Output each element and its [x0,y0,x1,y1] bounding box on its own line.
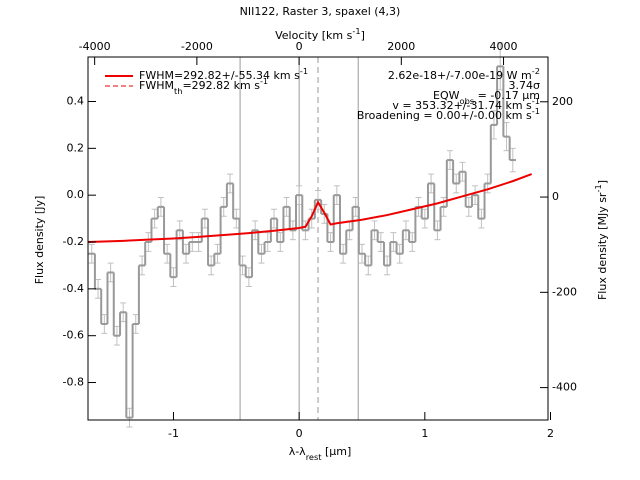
legend-entry-sup: -1 [260,76,268,86]
y-tick-label: -0.8 [63,376,84,389]
x2-tick-label: -2000 [181,40,213,53]
x-tick-label: -1 [168,427,179,440]
y-axis-label: Flux density [Jy] [33,196,46,285]
y-tick-label: 0.2 [67,141,85,154]
x2-tick-label: 0 [296,40,303,53]
y-tick-label: -0.4 [63,282,84,295]
annotation-part: = -0.17 μm [474,89,540,102]
y-tick-label: 0.4 [67,94,85,107]
chart-title: NII122, Raster 3, spaxel (4,3) [240,5,401,18]
legend-entry: FWHMth=292.82 km s-1 [139,76,268,96]
y2-tick-label: 200 [552,95,573,108]
x-axis-label: λ-λrest [μm] [289,445,352,462]
x2-tick-label: 2000 [387,40,415,53]
x2-tick-label: 4000 [490,40,518,53]
plot-frame [87,56,549,421]
x2-axis-label-part: Velocity [km s [275,29,353,42]
x2-tick-label: -4000 [79,40,111,53]
y2-tick-label: -200 [552,285,577,298]
x-tick-label: 0 [296,427,303,440]
legend-entry-sup: -1 [300,66,308,76]
legend-entry-part: FWHM [139,79,174,92]
annotation-sub: obs [460,96,475,106]
annotation: 2.62e-18+/-7.00e-19 W m-2 [388,66,540,83]
y2-tick-label: 0 [552,190,559,203]
x-tick-label: 2 [547,427,554,440]
legend-entry-part: =292.82 km s [182,79,260,92]
annotation-sup: -2 [532,66,540,76]
annotation-sup: -1 [532,96,540,106]
y2-axis-label: Flux density [MJy sr-1] [593,180,610,300]
y2-axis-label-sup: -1 [593,184,603,192]
x2-axis-label: Velocity [km s-1] [275,26,365,43]
y-tick-label: -0.2 [63,235,84,248]
x-axis-label-part: [μm] [322,445,352,458]
y2-tick-label: -400 [552,381,577,394]
annotation: v = 353.32+/-31.74 km s-1 [392,96,540,113]
y2-axis-label-part: ] [596,180,609,184]
annotation: 3.74σ [509,79,540,92]
annotation: Broadening = 0.00+/-0.00 km s-1 [357,106,540,123]
x2-axis-label-sup: -1 [352,26,360,36]
annotation-part: v = 353.32+/-31.74 km s [392,99,532,112]
fit-line [87,173,533,244]
x-axis-label-sub: rest [306,452,323,462]
annotation-part: Broadening = 0.00+/-0.00 km s [357,109,532,122]
x-axis-label-part: λ-λ [289,445,306,458]
legend-entry-part: FWHM=292.82+/-55.34 km s [139,69,300,82]
legend-entry-sub: th [174,86,182,96]
y-tick-label: 0.0 [67,188,85,201]
annotation-part: EQW [433,89,460,102]
x2-axis-label-part: ] [361,29,365,42]
annotation: EQWobs = -0.17 μm [433,89,540,106]
annotation-part: 3.74σ [509,79,540,92]
legend-entry: FWHM=292.82+/-55.34 km s-1 [139,66,308,83]
y-axis-label-part: Flux density [Jy] [33,196,46,285]
y-tick-label: -0.6 [63,329,84,342]
annotation-part: 2.62e-18+/-7.00e-19 W m [388,69,532,82]
annotation-sup: -1 [532,106,540,116]
y2-axis-label-part: Flux density [MJy sr [596,192,609,300]
x-tick-label: 1 [421,427,428,440]
